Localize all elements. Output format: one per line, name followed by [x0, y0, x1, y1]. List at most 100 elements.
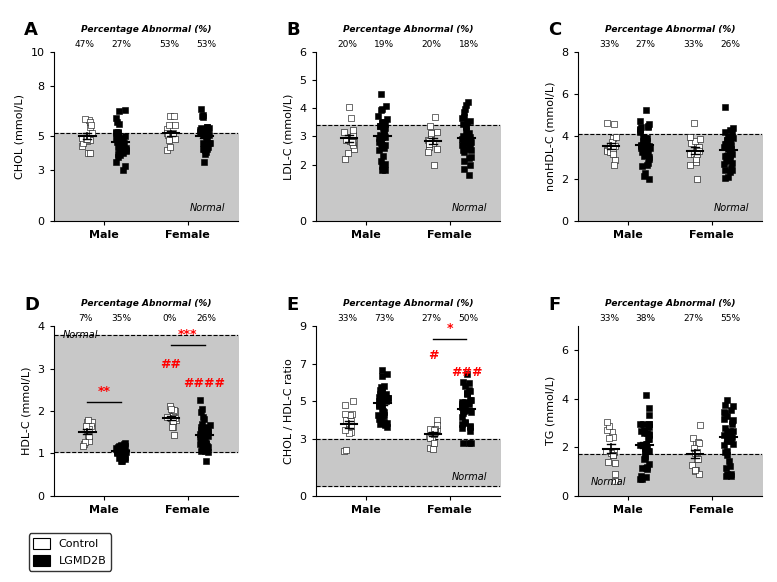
Point — [197, 157, 210, 166]
Point — [463, 128, 476, 137]
Point — [608, 141, 621, 151]
Point — [457, 119, 469, 129]
Point — [117, 145, 130, 154]
Point — [345, 113, 357, 122]
Y-axis label: HDL-C (mmol/L): HDL-C (mmol/L) — [22, 367, 32, 455]
Point — [119, 161, 131, 171]
Point — [423, 122, 436, 131]
Point — [85, 421, 97, 431]
Point — [167, 129, 179, 138]
Point — [721, 436, 733, 445]
Text: 26%: 26% — [197, 314, 217, 323]
Point — [457, 132, 469, 141]
Point — [200, 427, 212, 436]
Text: 19%: 19% — [374, 40, 394, 49]
Text: A: A — [24, 21, 38, 39]
Point — [376, 386, 388, 396]
Point — [725, 471, 737, 481]
Point — [721, 470, 733, 479]
Point — [111, 130, 124, 139]
Point — [423, 443, 436, 453]
Point — [724, 426, 737, 435]
Point — [340, 416, 352, 425]
Point — [423, 140, 435, 149]
Point — [82, 424, 95, 434]
Text: 33%: 33% — [599, 40, 619, 49]
Point — [723, 126, 736, 135]
Point — [167, 423, 179, 432]
Point — [463, 160, 476, 169]
Point — [464, 137, 476, 147]
Point — [372, 112, 385, 121]
Point — [606, 137, 618, 147]
Point — [637, 139, 650, 148]
Point — [200, 422, 212, 431]
Text: 27%: 27% — [112, 40, 132, 49]
Point — [726, 158, 738, 168]
Point — [690, 146, 702, 155]
Point — [85, 120, 98, 130]
Point — [375, 90, 387, 99]
Point — [721, 395, 733, 404]
Point — [162, 130, 174, 139]
Point — [115, 442, 127, 451]
Point — [607, 133, 619, 143]
Point — [720, 136, 733, 145]
Point — [423, 431, 435, 441]
Point — [194, 126, 207, 135]
Point — [425, 431, 437, 440]
Point — [375, 106, 388, 115]
Point — [688, 137, 701, 146]
Point — [197, 111, 209, 120]
Point — [719, 423, 731, 432]
Point — [689, 448, 702, 457]
Point — [720, 400, 732, 409]
Text: 7%: 7% — [78, 314, 92, 323]
Point — [423, 136, 435, 146]
Point — [347, 145, 360, 154]
Point — [723, 154, 735, 163]
Text: F: F — [548, 296, 560, 314]
Point — [605, 448, 617, 457]
Point — [608, 459, 621, 468]
Point — [117, 443, 129, 453]
Point — [376, 117, 388, 126]
Point — [375, 382, 387, 392]
Point — [456, 113, 469, 123]
Point — [111, 137, 124, 147]
Point — [195, 436, 207, 445]
Point — [373, 392, 385, 402]
Point — [165, 404, 177, 414]
Point — [110, 128, 122, 137]
Point — [607, 432, 619, 442]
Point — [378, 420, 391, 430]
Point — [462, 138, 474, 147]
Point — [375, 412, 387, 421]
Point — [378, 162, 391, 172]
Point — [82, 430, 95, 439]
Point — [601, 425, 614, 435]
Point — [168, 112, 180, 121]
Point — [607, 150, 619, 159]
Point — [428, 430, 441, 439]
Point — [81, 425, 93, 435]
Point — [340, 445, 352, 455]
Point — [117, 446, 130, 456]
Point — [339, 400, 351, 409]
Text: 50%: 50% — [458, 314, 479, 323]
Point — [372, 410, 385, 420]
Point — [113, 106, 125, 115]
Point — [84, 123, 96, 132]
Point — [78, 439, 90, 449]
Point — [120, 448, 132, 457]
Point — [601, 145, 613, 154]
Point — [81, 137, 93, 146]
Point — [375, 143, 388, 152]
Point — [197, 144, 210, 154]
Point — [375, 395, 388, 404]
Point — [196, 127, 208, 136]
Point — [465, 145, 477, 154]
Point — [197, 130, 209, 140]
Text: ##: ## — [161, 357, 182, 371]
Point — [456, 423, 469, 432]
